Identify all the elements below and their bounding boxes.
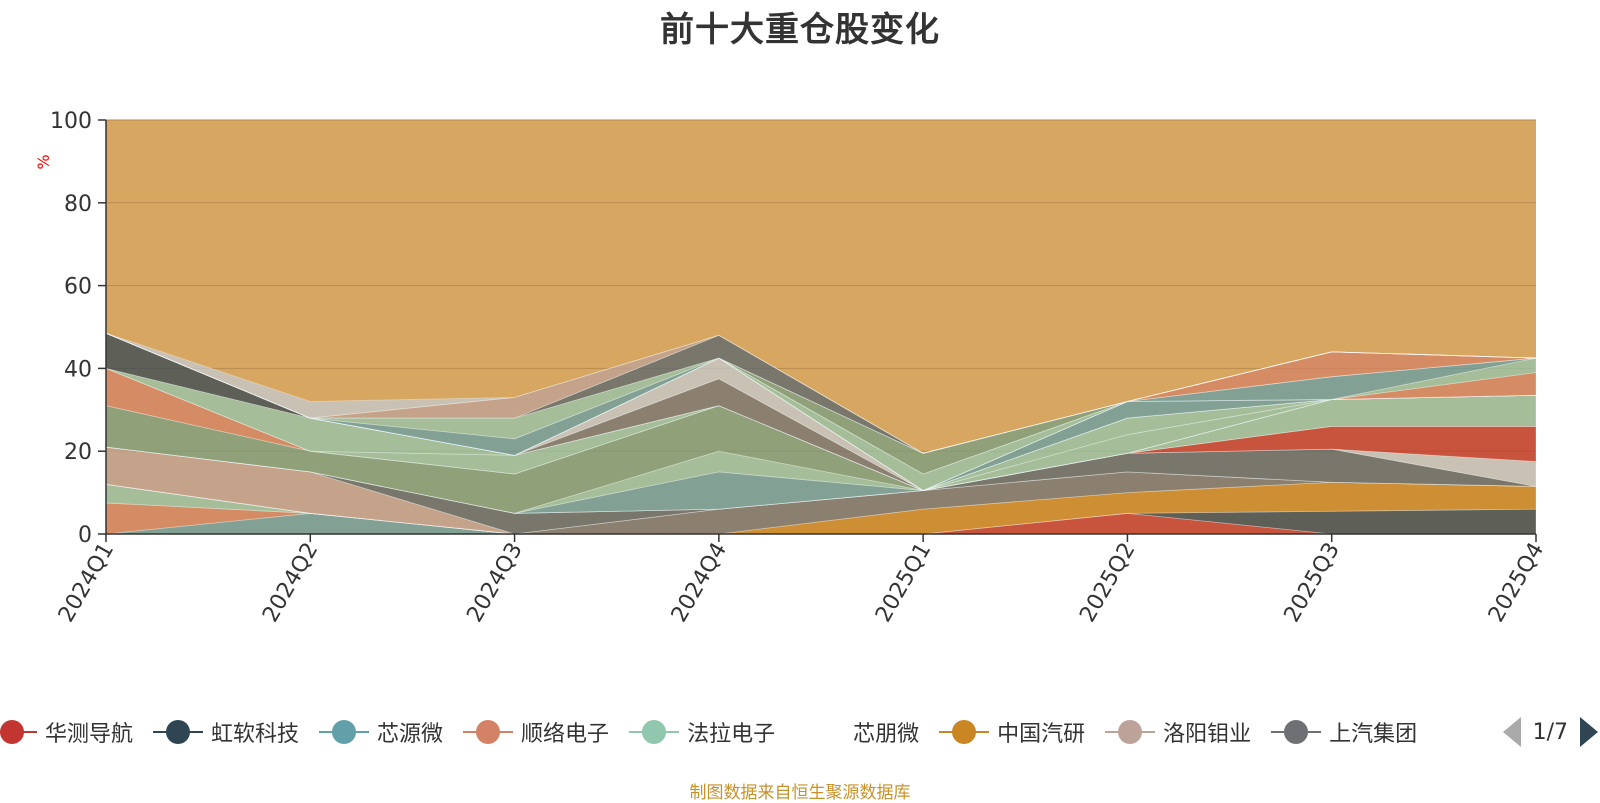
x-tick-label: 2025Q1 bbox=[871, 539, 936, 627]
x-tick-label: 2024Q3 bbox=[462, 539, 527, 627]
legend-marker-icon bbox=[629, 720, 680, 744]
legend-pager: 1/7 bbox=[1476, 712, 1600, 752]
legend-item[interactable]: 洛阳钼业 bbox=[1105, 716, 1251, 748]
y-tick-label: 20 bbox=[64, 440, 92, 465]
legend-label: 芯朋微 bbox=[853, 722, 920, 747]
legend-item[interactable]: 中国汽研 bbox=[939, 716, 1085, 748]
area-北方华创[interactable] bbox=[105, 425, 1537, 514]
legend-item[interactable]: 法拉电子 bbox=[629, 716, 775, 748]
legend-item[interactable]: 芯源微 bbox=[319, 716, 443, 748]
x-tick-label: 2024Q4 bbox=[667, 539, 732, 627]
area-中国核电[interactable] bbox=[105, 332, 1537, 454]
y-tick-label: 0 bbox=[78, 523, 92, 548]
x-tick-label: 2024Q2 bbox=[258, 539, 323, 627]
legend-track: 华测导航 虹软科技 芯源微 顺络电子 法拉电子 芯朋微 中国汽研 洛阳钼业 上汽集团 bbox=[0, 712, 1437, 752]
y-axis-unit: % bbox=[34, 154, 53, 169]
legend-marker-icon bbox=[319, 720, 370, 744]
legend-label: 法拉电子 bbox=[687, 722, 776, 747]
stacked-area-chart: 0 20 40 60 80 100 2024Q1 2024Q2 2024Q3 2024Q4 2025… bbox=[34, 109, 1549, 627]
legend-prev-page-icon[interactable] bbox=[1502, 717, 1521, 747]
area-中芯国际[interactable] bbox=[105, 446, 1537, 514]
legend-item[interactable]: 虹软科技 bbox=[153, 716, 299, 748]
legend-page-indicator: 1/7 bbox=[1532, 719, 1568, 745]
legend-marker-icon bbox=[0, 720, 37, 744]
legend: 华测导航 虹软科技 芯源微 顺络电子 法拉电子 芯朋微 中国汽研 洛阳钼业 上汽集团 1/7 bbox=[0, 712, 1600, 752]
x-tick-label: 2024Q1 bbox=[54, 539, 119, 627]
y-tick-label: 100 bbox=[50, 109, 92, 134]
legend-label: 洛阳钼业 bbox=[1163, 722, 1252, 747]
legend-item[interactable]: 顺络电子 bbox=[463, 716, 609, 748]
legend-marker-icon bbox=[1271, 720, 1322, 744]
legend-marker-icon bbox=[1105, 720, 1156, 744]
legend-item[interactable]: 芯朋微 bbox=[795, 716, 919, 748]
x-tick-label: 2025Q2 bbox=[1075, 539, 1140, 627]
legend-item[interactable]: 上汽集团 bbox=[1271, 716, 1417, 748]
legend-marker-icon bbox=[795, 720, 845, 744]
legend-marker-icon bbox=[153, 720, 204, 744]
legend-label: 中国汽研 bbox=[997, 722, 1086, 747]
y-tick-label: 60 bbox=[64, 275, 92, 300]
chart-title: 前十大重仓股变化 bbox=[660, 10, 940, 50]
y-tick-label: 40 bbox=[64, 357, 92, 382]
legend-label: 虹软科技 bbox=[211, 722, 300, 747]
x-tick-label: 2025Q3 bbox=[1280, 539, 1345, 627]
legend-label: 华测导航 bbox=[45, 722, 134, 747]
legend-marker-icon bbox=[463, 720, 514, 744]
data-source-note: 制图数据来自恒生聚源数据库 bbox=[689, 783, 911, 803]
legend-label: 芯源微 bbox=[377, 722, 444, 747]
legend-next-page-icon[interactable] bbox=[1580, 717, 1598, 747]
legend-marker-icon bbox=[939, 720, 990, 744]
legend-viewport: 华测导航 虹软科技 芯源微 顺络电子 法拉电子 芯朋微 中国汽研 洛阳钼业 上汽集团 bbox=[0, 712, 1480, 752]
legend-label: 上汽集团 bbox=[1329, 722, 1418, 747]
y-tick-label: 80 bbox=[64, 192, 92, 217]
legend-item[interactable]: 华测导航 bbox=[0, 716, 133, 748]
x-tick-label: 2025Q4 bbox=[1484, 539, 1549, 627]
legend-label: 顺络电子 bbox=[521, 722, 610, 747]
